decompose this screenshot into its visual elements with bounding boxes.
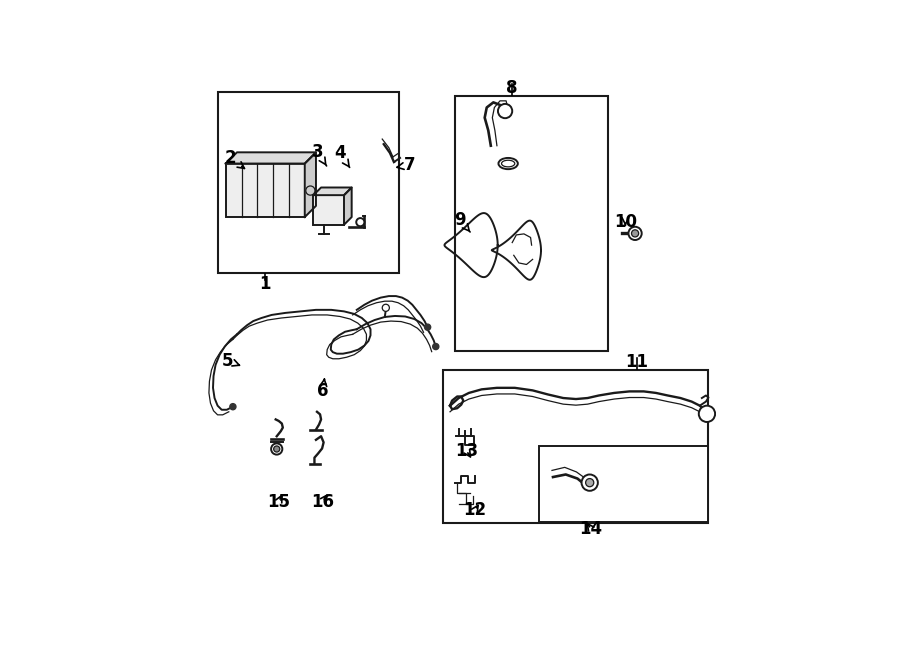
Text: 16: 16 bbox=[311, 493, 334, 510]
Text: 13: 13 bbox=[454, 442, 478, 459]
Bar bbox=[313, 195, 344, 224]
Circle shape bbox=[274, 446, 280, 452]
Polygon shape bbox=[226, 152, 316, 164]
Circle shape bbox=[628, 227, 642, 240]
Text: 14: 14 bbox=[580, 520, 603, 538]
Text: 8: 8 bbox=[507, 79, 518, 97]
Bar bbox=[444, 370, 708, 523]
Circle shape bbox=[586, 479, 594, 487]
Circle shape bbox=[271, 444, 283, 455]
Circle shape bbox=[425, 324, 431, 330]
Text: 1: 1 bbox=[259, 275, 271, 293]
Circle shape bbox=[433, 344, 439, 350]
Text: 11: 11 bbox=[626, 354, 649, 371]
Circle shape bbox=[230, 404, 236, 410]
Text: 6: 6 bbox=[317, 379, 328, 401]
Polygon shape bbox=[305, 152, 316, 217]
Text: 3: 3 bbox=[311, 143, 327, 166]
Text: 15: 15 bbox=[267, 493, 291, 510]
Polygon shape bbox=[313, 187, 352, 195]
Circle shape bbox=[498, 104, 512, 118]
Text: 9: 9 bbox=[454, 211, 470, 232]
Circle shape bbox=[306, 186, 315, 195]
Text: 2: 2 bbox=[225, 150, 245, 168]
Text: 7: 7 bbox=[397, 156, 415, 174]
Bar bbox=[455, 96, 608, 351]
Circle shape bbox=[382, 305, 390, 311]
Bar bbox=[226, 164, 305, 217]
Polygon shape bbox=[344, 187, 352, 224]
Circle shape bbox=[356, 218, 365, 226]
Bar bbox=[218, 92, 399, 273]
Text: 4: 4 bbox=[334, 144, 350, 167]
Circle shape bbox=[581, 475, 598, 491]
Circle shape bbox=[632, 230, 639, 237]
Text: 12: 12 bbox=[464, 501, 487, 519]
Text: 10: 10 bbox=[614, 213, 637, 231]
Bar bbox=[539, 446, 708, 522]
Circle shape bbox=[698, 406, 716, 422]
Text: 5: 5 bbox=[222, 352, 239, 370]
